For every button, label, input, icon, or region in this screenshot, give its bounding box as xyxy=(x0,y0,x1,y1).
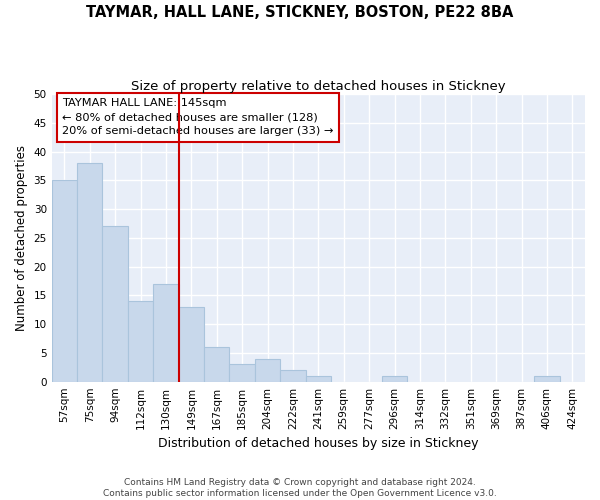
Text: Contains HM Land Registry data © Crown copyright and database right 2024.
Contai: Contains HM Land Registry data © Crown c… xyxy=(103,478,497,498)
Bar xyxy=(179,307,204,382)
Title: Size of property relative to detached houses in Stickney: Size of property relative to detached ho… xyxy=(131,80,506,93)
Bar xyxy=(305,376,331,382)
Bar xyxy=(280,370,305,382)
Text: TAYMAR, HALL LANE, STICKNEY, BOSTON, PE22 8BA: TAYMAR, HALL LANE, STICKNEY, BOSTON, PE2… xyxy=(86,5,514,20)
Bar xyxy=(153,284,179,382)
Y-axis label: Number of detached properties: Number of detached properties xyxy=(15,145,28,331)
Bar xyxy=(103,226,128,382)
Bar xyxy=(52,180,77,382)
Text: TAYMAR HALL LANE: 145sqm
← 80% of detached houses are smaller (128)
20% of semi-: TAYMAR HALL LANE: 145sqm ← 80% of detach… xyxy=(62,98,334,136)
Bar xyxy=(382,376,407,382)
Bar xyxy=(128,301,153,382)
Bar xyxy=(77,163,103,382)
X-axis label: Distribution of detached houses by size in Stickney: Distribution of detached houses by size … xyxy=(158,437,479,450)
Bar xyxy=(255,358,280,382)
Bar xyxy=(229,364,255,382)
Bar xyxy=(204,347,229,382)
Bar xyxy=(534,376,560,382)
